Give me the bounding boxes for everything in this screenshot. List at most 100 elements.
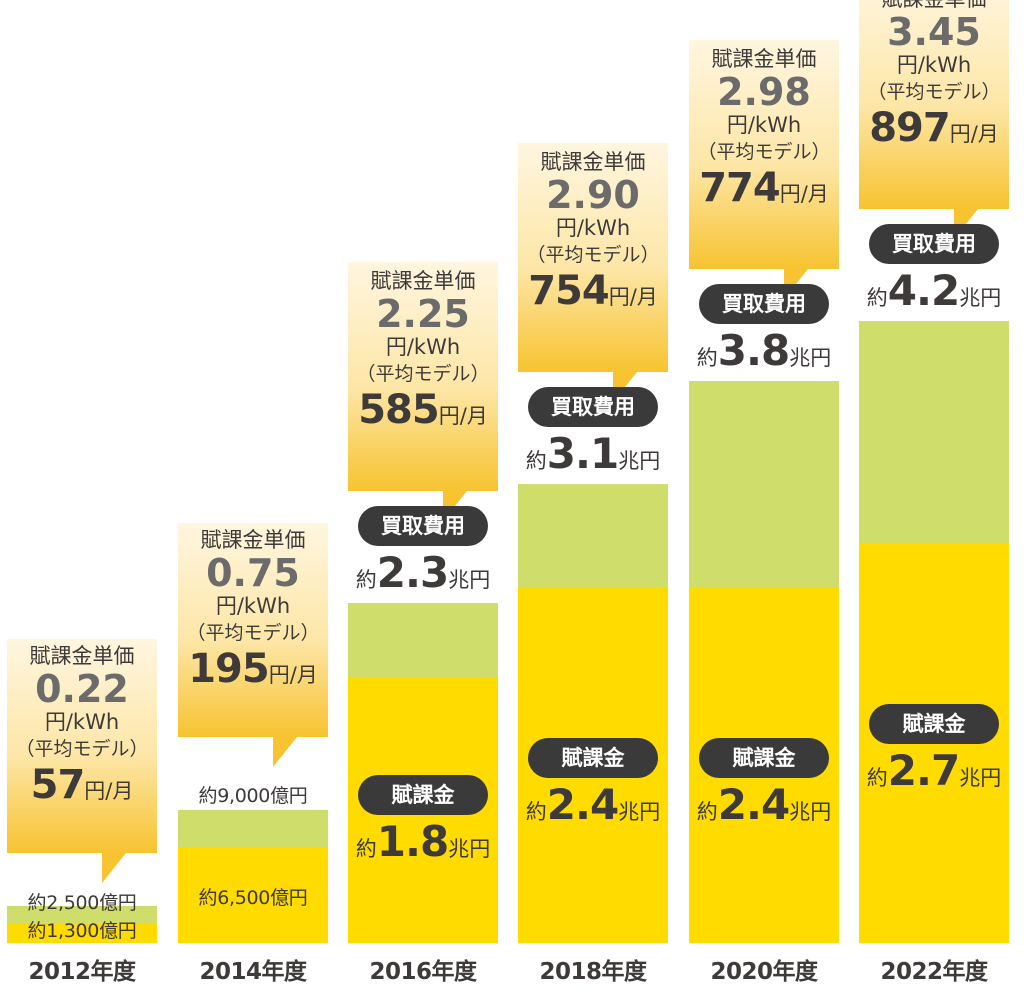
levy-amount-value: 2.4 bbox=[717, 780, 790, 829]
approx-prefix: 約 bbox=[525, 449, 547, 473]
levy-amount-value: 2.7 bbox=[887, 746, 960, 795]
purchase-cost-amount: 約2.3兆円 bbox=[336, 548, 510, 597]
year-label: 2022年度 bbox=[880, 959, 988, 985]
rate-unit: 円/kWh bbox=[215, 594, 291, 618]
callout-tail bbox=[273, 737, 297, 767]
rate-title: 賦課金単価 bbox=[711, 47, 817, 71]
approx-prefix: 約 bbox=[525, 800, 547, 824]
levy-amount: 約2.4兆円 bbox=[677, 780, 851, 829]
rate-callout: 賦課金単価 2.98 円/kWh （平均モデル） 774円/月 bbox=[689, 40, 839, 299]
rate-callout: 賦課金単価 0.22 円/kWh （平均モデル） 57円/月 bbox=[7, 639, 157, 883]
levy-bar bbox=[7, 924, 157, 943]
rate-callout: 賦課金単価 2.90 円/kWh （平均モデル） 754円/月 bbox=[518, 143, 668, 402]
trillion-suffix: 兆円 bbox=[618, 449, 661, 473]
rate-unit: 円/kWh bbox=[555, 216, 631, 240]
total-amount-label: 約2,500億円 bbox=[27, 892, 137, 914]
levy-pill: 賦課金 bbox=[358, 775, 488, 815]
rate-unit: 円/kWh bbox=[726, 113, 802, 137]
purchase-cost-pill: 買取費用 bbox=[699, 284, 829, 324]
purchase-cost-value: 2.3 bbox=[376, 548, 449, 597]
rate-value: 2.98 bbox=[717, 70, 811, 114]
rate-title: 賦課金単価 bbox=[200, 528, 306, 552]
rate-title: 賦課金単価 bbox=[540, 150, 646, 174]
rate-title: 賦課金単価 bbox=[370, 269, 476, 293]
rate-unit: 円/kWh bbox=[385, 335, 461, 359]
callout-tail bbox=[102, 853, 126, 883]
monthly-charge: 57円/月 bbox=[7, 763, 157, 815]
rate-value: 3.45 bbox=[887, 10, 981, 54]
model-label: （平均モデル） bbox=[526, 244, 660, 266]
rate-callout: 賦課金単価 0.75 円/kWh （平均モデル） 195円/月 bbox=[178, 523, 328, 767]
year-label: 2020年度 bbox=[710, 959, 818, 985]
approx-prefix: 約 bbox=[355, 837, 377, 861]
purchase-cost-pill: 買取費用 bbox=[358, 506, 488, 546]
year-column: 2020年度 賦課金単価 2.98 円/kWh （平均モデル） 774円/月 買取費用 約3.… bbox=[689, 0, 839, 994]
purchase-cost-amount: 約4.2兆円 bbox=[847, 266, 1021, 315]
year-column: 2018年度 賦課金単価 2.90 円/kWh （平均モデル） 754円/月 買取費用 約3.… bbox=[518, 0, 668, 994]
monthly-suffix: 円/月 bbox=[608, 285, 658, 309]
rate-value: 2.90 bbox=[546, 173, 640, 217]
levy-amount-label: 約1,300億円 bbox=[27, 920, 137, 942]
approx-prefix: 約 bbox=[696, 800, 718, 824]
purchase-cost-pill: 買取費用 bbox=[869, 224, 999, 264]
rate-value: 0.22 bbox=[35, 667, 129, 711]
monthly-suffix: 円/月 bbox=[438, 404, 488, 428]
rate-callout: 賦課金単価 2.25 円/kWh （平均モデル） 585円/月 bbox=[348, 262, 498, 521]
monthly-charge: 195円/月 bbox=[178, 647, 328, 699]
model-label: （平均モデル） bbox=[15, 738, 149, 760]
levy-bar bbox=[178, 847, 328, 943]
rate-unit: 円/kWh bbox=[44, 710, 120, 734]
year-column: 2012年度 賦課金単価 0.22 円/kWh （平均モデル） 57円/月 約2,500億円… bbox=[7, 0, 157, 994]
monthly-value: 897 bbox=[869, 105, 950, 151]
trillion-suffix: 兆円 bbox=[789, 800, 832, 824]
year-column: 2022年度賦課金単価3.45円/kWh（平均モデル）897円/月買取費用約4.… bbox=[859, 0, 1009, 994]
rate-value: 2.25 bbox=[376, 292, 470, 336]
approx-prefix: 約 bbox=[866, 286, 888, 310]
purchase-cost-value: 3.8 bbox=[717, 326, 790, 375]
purchase-cost-amount: 約3.8兆円 bbox=[677, 326, 851, 375]
purchase-cost-value: 3.1 bbox=[546, 429, 619, 478]
rate-callout: 賦課金単価3.45円/kWh（平均モデル）897円/月 bbox=[859, 0, 1009, 239]
year-label: 2012年度 bbox=[28, 959, 136, 985]
year-label: 2016年度 bbox=[369, 959, 477, 985]
levy-pill: 賦課金 bbox=[869, 704, 999, 744]
monthly-charge: 585円/月 bbox=[348, 388, 498, 440]
model-label: （平均モデル） bbox=[697, 141, 831, 163]
monthly-charge: 754円/月 bbox=[518, 269, 668, 321]
monthly-suffix: 円/月 bbox=[779, 182, 829, 206]
rate-title: 賦課金単価 bbox=[859, 0, 1009, 12]
monthly-value: 585 bbox=[358, 387, 439, 433]
total-amount-label: 約9,000億円 bbox=[198, 785, 308, 807]
levy-amount-value: 1.8 bbox=[376, 817, 449, 866]
trillion-suffix: 兆円 bbox=[448, 837, 491, 861]
year-column: 2014年度 賦課金単価 0.75 円/kWh （平均モデル） 195円/月 約9,000億… bbox=[178, 0, 328, 994]
purchase-cost-pill: 買取費用 bbox=[528, 387, 658, 427]
levy-amount-label: 約6,500億円 bbox=[198, 887, 308, 909]
levy-pill: 賦課金 bbox=[699, 738, 829, 778]
monthly-value: 774 bbox=[699, 165, 780, 211]
rate-unit: 円/kWh bbox=[896, 53, 972, 77]
trillion-suffix: 兆円 bbox=[618, 800, 661, 824]
trillion-suffix: 兆円 bbox=[448, 568, 491, 592]
monthly-suffix: 円/月 bbox=[949, 122, 999, 146]
monthly-charge: 897円/月 bbox=[859, 106, 1009, 158]
monthly-charge: 774円/月 bbox=[689, 166, 839, 218]
trillion-suffix: 兆円 bbox=[959, 286, 1002, 310]
levy-amount: 約1.8兆円 bbox=[336, 817, 510, 866]
year-label: 2014年度 bbox=[199, 959, 307, 985]
trillion-suffix: 兆円 bbox=[959, 766, 1002, 790]
levy-pill: 賦課金 bbox=[528, 738, 658, 778]
model-label: （平均モデル） bbox=[356, 363, 490, 385]
rate-title: 賦課金単価 bbox=[29, 644, 135, 668]
year-label: 2018年度 bbox=[539, 959, 647, 985]
approx-prefix: 約 bbox=[696, 346, 718, 370]
year-column: 2016年度 賦課金単価 2.25 円/kWh （平均モデル） 585円/月 買取費用 約2.… bbox=[348, 0, 498, 994]
model-label: （平均モデル） bbox=[186, 622, 320, 644]
monthly-suffix: 円/月 bbox=[84, 779, 134, 803]
model-label: （平均モデル） bbox=[867, 81, 1001, 103]
rate-value: 0.75 bbox=[206, 551, 300, 595]
monthly-value: 57 bbox=[30, 762, 86, 808]
purchase-cost-value: 4.2 bbox=[887, 266, 960, 315]
purchase-cost-amount: 約3.1兆円 bbox=[506, 429, 680, 478]
